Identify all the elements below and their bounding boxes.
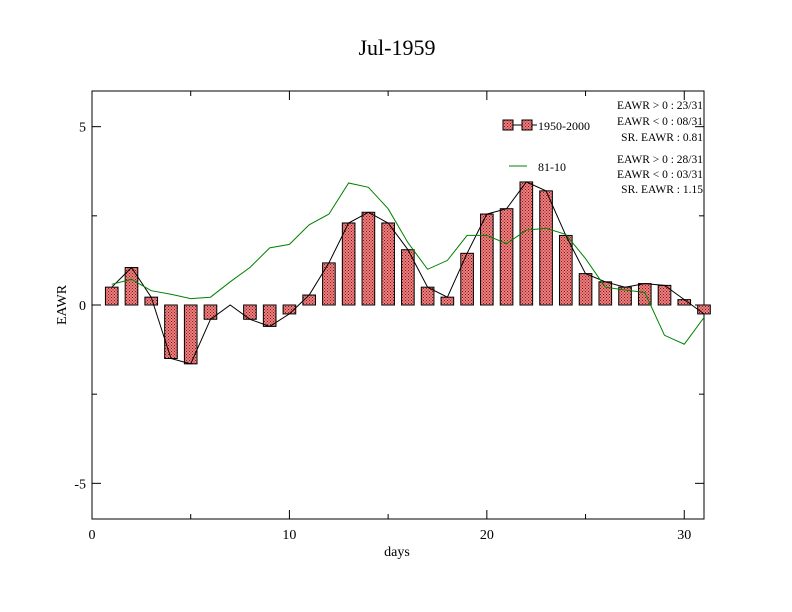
- legend-label-81-10: 81-10: [538, 160, 566, 174]
- y-tick-label: 5: [79, 121, 86, 136]
- x-tick-label: 30: [677, 528, 691, 543]
- bar: [381, 222, 395, 306]
- bar: [558, 234, 573, 306]
- series-line-1950-2000: [111, 181, 705, 365]
- bar: [697, 304, 711, 315]
- plot-frame: [91, 90, 705, 520]
- legend: 1950-2000 EAWR > 0 : 23/31 EAWR < 0 : 08…: [502, 100, 703, 196]
- x-axis-label: days: [384, 545, 410, 560]
- x-tick-label: 0: [89, 528, 96, 543]
- x-tick-label: 20: [480, 528, 494, 543]
- legend-stat-pos-1950-2000: EAWR > 0 : 23/31: [617, 100, 703, 112]
- x-tick-label: 10: [282, 528, 296, 543]
- legend-label-1950-2000: 1950-2000: [538, 119, 590, 133]
- bar: [499, 208, 514, 306]
- bar: [480, 213, 494, 306]
- bar: [243, 304, 257, 320]
- legend-stat-neg-1950-2000: EAWR < 0 : 08/31: [617, 116, 703, 128]
- legend-stat-sr-81-10: SR. EAWR : 1.15: [621, 184, 703, 196]
- y-tick-label: -5: [74, 477, 86, 492]
- bar: [341, 222, 356, 306]
- bar: [440, 296, 455, 306]
- bar: [302, 294, 316, 306]
- bar: [203, 304, 218, 320]
- legend-stat-pos-81-10: EAWR > 0 : 28/31: [617, 154, 703, 166]
- bar: [460, 252, 474, 306]
- series-line-81-10: [111, 182, 705, 345]
- line-series: [111, 181, 705, 365]
- legend-marker-right-1950-2000: [521, 119, 533, 131]
- chart-title: Jul-1959: [359, 35, 436, 60]
- bar: [539, 190, 553, 306]
- y-tick-label: 0: [79, 299, 86, 314]
- legend-stat-neg-81-10: EAWR < 0 : 03/31: [617, 169, 703, 181]
- bar: [578, 273, 593, 306]
- bar: [519, 181, 534, 306]
- legend-stat-sr-1950-2000: SR. EAWR : 0.81: [621, 132, 703, 144]
- bar: [361, 211, 376, 306]
- bar: [164, 304, 178, 359]
- bar: [124, 267, 139, 306]
- legend-marker-left-1950-2000: [502, 119, 514, 131]
- bar-series-1950-2000: [104, 181, 711, 365]
- y-axis-label: EAWR: [55, 284, 70, 325]
- bar: [104, 286, 119, 306]
- bar: [598, 281, 613, 306]
